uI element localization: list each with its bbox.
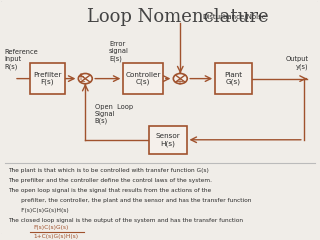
Text: −: − <box>78 78 85 87</box>
Text: prefilter, the controller, the plant and the sensor and has the transfer functio: prefilter, the controller, the plant and… <box>8 198 251 203</box>
Text: Disturbance/Noise: Disturbance/Noise <box>203 13 267 19</box>
Text: Output
y(s): Output y(s) <box>285 56 308 70</box>
FancyBboxPatch shape <box>215 63 252 94</box>
Text: The closed loop signal is the output of the system and has the transfer function: The closed loop signal is the output of … <box>8 218 243 223</box>
FancyBboxPatch shape <box>123 63 163 94</box>
Text: Reference
Input
R(s): Reference Input R(s) <box>4 49 38 70</box>
Text: Open  Loop
Signal
B(s): Open Loop Signal B(s) <box>95 104 133 125</box>
Text: 1+C(s)G(s)H(s): 1+C(s)G(s)H(s) <box>33 234 78 239</box>
Text: Controller
C(s): Controller C(s) <box>125 72 161 85</box>
Circle shape <box>173 73 187 84</box>
Text: Error
signal
E(s): Error signal E(s) <box>109 41 129 62</box>
Circle shape <box>78 73 92 84</box>
Text: +: + <box>76 72 84 83</box>
Text: The open loop signal is the signal that results from the actions of the: The open loop signal is the signal that … <box>8 188 211 193</box>
Text: The prefilter and the controller define the control laws of the system.: The prefilter and the controller define … <box>8 178 212 183</box>
Text: Plant
G(s): Plant G(s) <box>224 72 242 85</box>
Text: Prefilter
F(s): Prefilter F(s) <box>33 72 61 85</box>
FancyBboxPatch shape <box>30 63 65 94</box>
Text: Sensor
H(s): Sensor H(s) <box>155 133 180 147</box>
Text: Loop Nomenclature: Loop Nomenclature <box>87 7 268 25</box>
Text: F(s)C(s)G(s)H(s): F(s)C(s)G(s)H(s) <box>8 208 68 213</box>
Text: The plant is that which is to be controlled with transfer function G(s): The plant is that which is to be control… <box>8 168 209 173</box>
Text: F(s)C(s)G(s): F(s)C(s)G(s) <box>33 225 68 230</box>
FancyBboxPatch shape <box>148 126 187 154</box>
Text: +: + <box>175 77 183 87</box>
